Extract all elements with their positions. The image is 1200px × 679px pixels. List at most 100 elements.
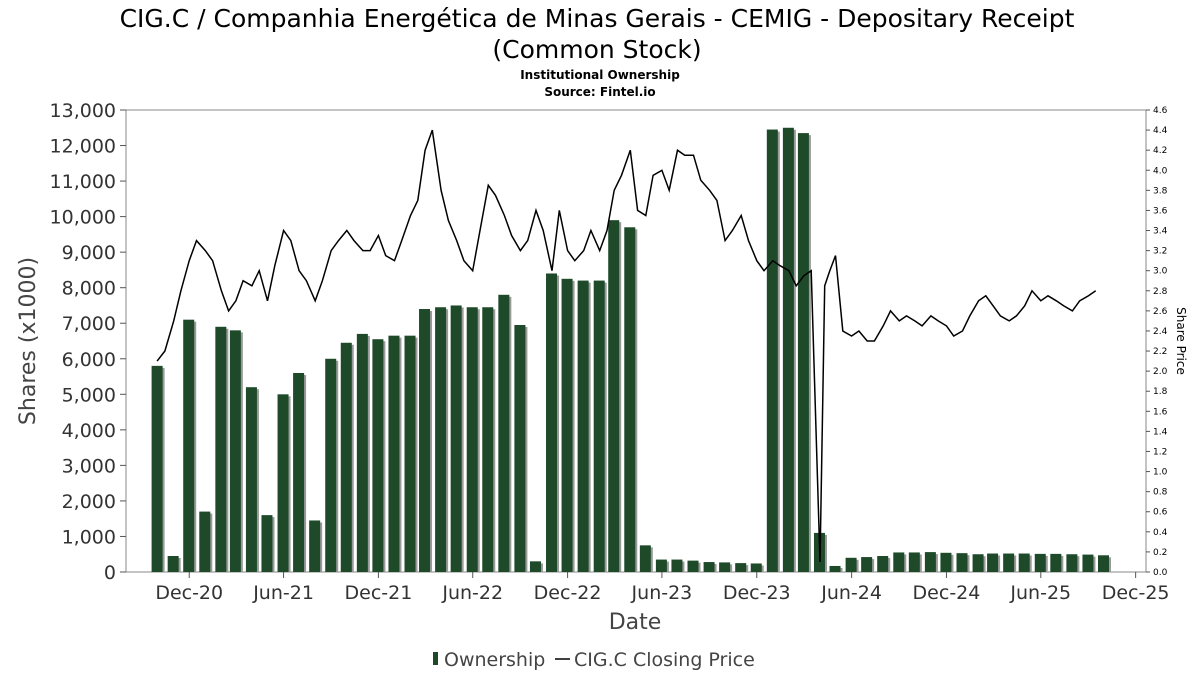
y2-tick-label: 4.2	[1153, 146, 1167, 156]
x-tick-label: Jun-25	[1009, 582, 1071, 604]
y2-tick-label: 0.8	[1153, 488, 1168, 498]
ownership-bar	[782, 127, 794, 573]
ownership-bar	[639, 545, 651, 572]
ownership-bar	[419, 309, 431, 572]
ownership-bar	[1050, 553, 1062, 572]
ownership-bar	[229, 330, 241, 572]
chart-title-line2: (Common Stock)	[492, 35, 701, 64]
y2-tick-label: 1.4	[1153, 427, 1168, 437]
ownership-bar	[608, 220, 620, 572]
ownership-bar	[719, 562, 731, 572]
ownership-bar	[1018, 553, 1030, 572]
ownership-bar	[167, 556, 179, 572]
x-tick-label: Dec-20	[155, 582, 223, 604]
ownership-bar	[845, 557, 857, 572]
ownership-bar	[577, 280, 589, 572]
y-tick-label: 3,000	[62, 455, 116, 477]
y2-tick-label: 0.6	[1153, 508, 1168, 518]
ownership-bar	[1003, 553, 1015, 572]
ownership-bar	[877, 556, 889, 572]
ownership-bar	[277, 394, 289, 572]
ownership-bar	[671, 559, 683, 572]
x-tick-label: Jun-24	[820, 582, 882, 604]
ownership-bar	[372, 339, 384, 572]
ownership-bar	[687, 560, 699, 572]
ownership-bar	[1034, 553, 1046, 572]
ownership-bar	[450, 305, 462, 572]
ownership-bar	[908, 552, 920, 572]
y-tick-label: 8,000	[62, 278, 116, 300]
y2-tick-label: 2.4	[1153, 327, 1168, 337]
x-tick-label: Dec-24	[913, 582, 981, 604]
y2-tick-label: 0.0	[1153, 568, 1168, 578]
ownership-bar	[340, 342, 352, 572]
ownership-bar	[1098, 555, 1109, 572]
ownership-bar	[893, 552, 905, 572]
ownership-bar	[924, 552, 936, 572]
y2-tick-label: 1.6	[1153, 407, 1168, 417]
x-tick-label: Dec-21	[345, 582, 413, 604]
y2-tick-label: 0.4	[1153, 528, 1168, 538]
ownership-bar	[482, 307, 494, 572]
ownership-bar	[151, 365, 163, 572]
ownership-bar	[199, 511, 211, 572]
y2-axis-label: Share Price	[1174, 307, 1188, 375]
ownership-bar	[735, 563, 747, 572]
y2-tick-label: 2.6	[1153, 307, 1168, 317]
y-tick-label: 13,000	[50, 100, 116, 122]
ownership-bar	[861, 557, 873, 572]
ownership-bar	[435, 307, 447, 572]
ownership-bar	[466, 307, 478, 572]
y2-tick-label: 3.8	[1153, 186, 1168, 196]
y-tick-label: 12,000	[50, 136, 116, 158]
legend-price-label: CIG.C Closing Price	[574, 649, 755, 671]
ownership-bar	[514, 325, 526, 572]
y2-tick-label: 1.2	[1153, 447, 1167, 457]
ownership-bar	[325, 358, 337, 572]
chart-source: Source: Fintel.io	[544, 85, 655, 99]
ownership-bar	[655, 559, 667, 572]
ownership-bar	[972, 554, 984, 572]
ownership-bar	[546, 273, 558, 572]
ownership-bar	[593, 280, 605, 572]
y-tick-label: 9,000	[62, 242, 116, 264]
ownership-bar	[956, 553, 968, 572]
ownership-bar	[356, 333, 368, 572]
y2-tick-label: 4.4	[1153, 126, 1168, 136]
ownership-bar	[404, 335, 416, 572]
ownership-bar	[561, 278, 573, 572]
chart-title-line1: CIG.C / Companhia Energética de Minas Ge…	[120, 4, 1075, 33]
y2-tick-label: 0.2	[1153, 548, 1167, 558]
y2-tick-label: 4.0	[1153, 166, 1168, 176]
y2-tick-label: 3.4	[1153, 227, 1168, 237]
y2-tick-label: 2.0	[1153, 367, 1168, 377]
x-tick-label: Dec-23	[723, 582, 791, 604]
ownership-bar	[940, 552, 952, 572]
ownership-bar	[529, 561, 541, 572]
ownership-bar	[498, 294, 510, 572]
ownership-bar	[829, 565, 841, 572]
y-tick-label: 4,000	[62, 420, 116, 442]
ownership-bar	[797, 133, 809, 572]
ownership-bar	[293, 372, 305, 572]
ownership-bar	[750, 563, 762, 572]
y2-tick-label: 1.8	[1153, 387, 1168, 397]
y-axis-label: Shares (x1000)	[16, 257, 41, 425]
ownership-bars	[151, 127, 1111, 573]
x-axis-label: Date	[609, 610, 662, 635]
price-line-group	[156, 129, 1097, 563]
legend-ownership-label: Ownership	[444, 649, 545, 671]
y2-tick-label: 2.8	[1153, 287, 1168, 297]
x-tick-label: Dec-22	[534, 582, 602, 604]
y2-tick-label: 3.0	[1153, 267, 1168, 277]
y2-tick-label: 1.0	[1153, 468, 1168, 478]
chart-subtitle: Institutional Ownership	[520, 68, 680, 82]
y-tick-label: 5,000	[62, 384, 116, 406]
ownership-bar	[261, 515, 273, 572]
price-line	[156, 129, 1097, 563]
ownership-bar	[388, 335, 400, 572]
y2-tick-label: 4.6	[1153, 106, 1168, 116]
ownership-bar	[987, 553, 999, 572]
y2-tick-label: 3.6	[1153, 206, 1168, 216]
